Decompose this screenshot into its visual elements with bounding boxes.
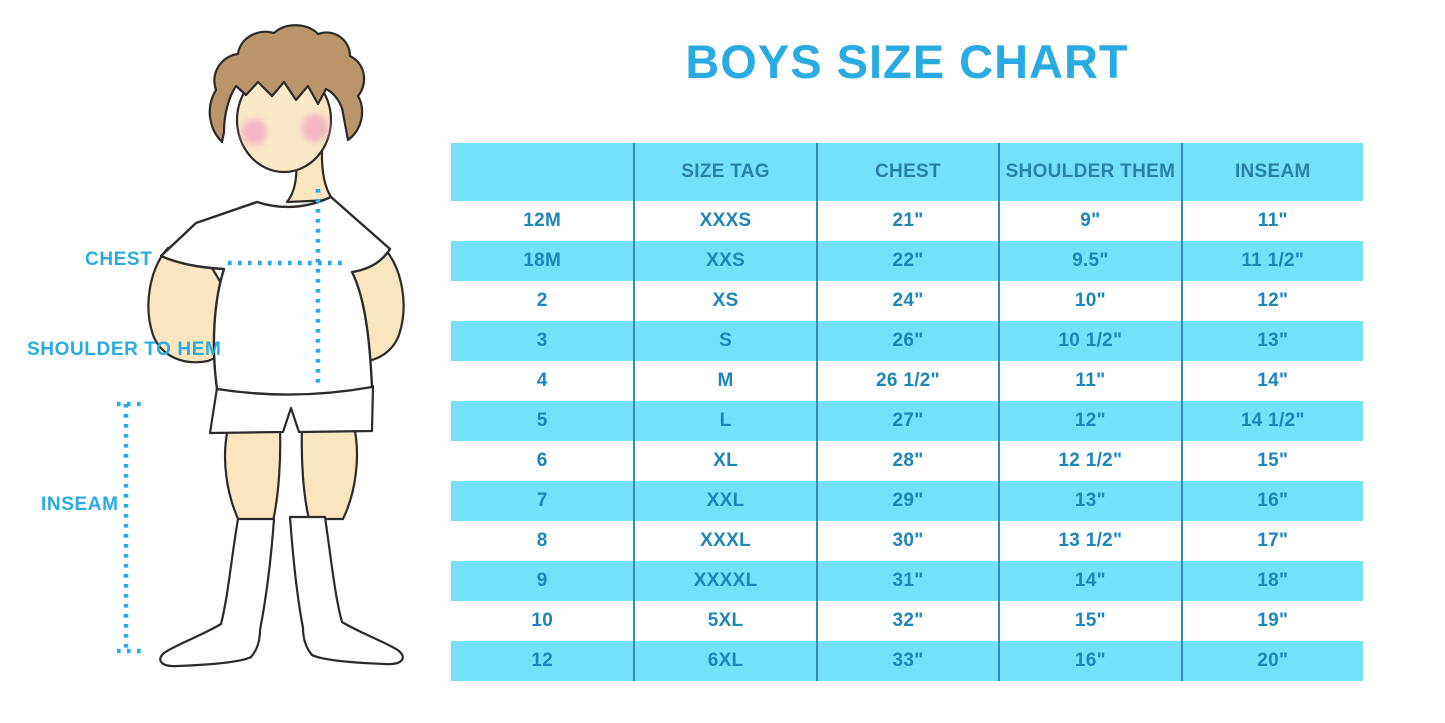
table-row-12: 12 6XL 33" 16" 20": [451, 641, 1363, 681]
inseam-label: INSEAM: [41, 494, 119, 515]
table-cell: 14 1/2": [1180, 401, 1363, 441]
table-cell: XXS: [633, 241, 815, 281]
table-cell: 30": [815, 521, 998, 561]
table-cell: 8: [536, 530, 548, 551]
table-cell: 33": [815, 641, 998, 681]
table-row-8: 8 XXXL 30" 13 1/2" 17": [451, 521, 1363, 561]
table-cell: 4: [536, 370, 548, 391]
table-cell: 13": [998, 481, 1180, 521]
table-cell: 20": [1180, 641, 1363, 681]
table-cell: 31": [815, 561, 998, 601]
table-cell: 15": [998, 601, 1180, 641]
header-cell-blank: [451, 143, 633, 201]
table-cell: 21": [815, 201, 998, 241]
page-title: BOYS SIZE CHART: [685, 35, 1129, 88]
legs: [223, 424, 359, 523]
table-row-3: 3 S 26" 10 1/2" 13": [451, 321, 1363, 361]
table-cell: 5XL: [633, 601, 815, 641]
table-cell: 10: [531, 610, 554, 631]
table-cell: 12": [998, 401, 1180, 441]
table-cell: 13 1/2": [998, 521, 1180, 561]
socks: [159, 515, 404, 668]
table-cell: 11 1/2": [1180, 241, 1363, 281]
table-cell: 24": [815, 281, 998, 321]
table-cell: 6: [536, 450, 548, 471]
header-cell-inseam: INSEAM: [1180, 143, 1363, 201]
table-cell: 12": [1180, 281, 1363, 321]
table-cell: 13": [1180, 321, 1363, 361]
table-row-12m: 12M XXXS 21" 9" 11": [451, 201, 1363, 241]
blush-right: [301, 114, 329, 142]
table-cell: 15": [1180, 441, 1363, 481]
table-cell: 14": [1180, 361, 1363, 401]
boy-measurement-diagram: [117, 24, 405, 668]
table-cell: M: [633, 361, 815, 401]
table-cell: 19": [1180, 601, 1363, 641]
table-row-18m: 18M XXS 22" 9.5" 11 1/2": [451, 241, 1363, 281]
header-cell-size-tag: SIZE TAG: [633, 143, 815, 201]
table-row-5: 5 L 27" 12" 14 1/2": [451, 401, 1363, 441]
shoulder-to-hem-label: SHOULDER TO HEM: [27, 339, 222, 360]
table-cell: 26 1/2": [815, 361, 998, 401]
table-row-2: 2 XS 24" 10" 12": [451, 281, 1363, 321]
table-cell: 32": [815, 601, 998, 641]
hair: [208, 24, 366, 144]
table-cell: 2: [536, 290, 548, 311]
table-cell: 29": [815, 481, 998, 521]
table-cell: 14": [998, 561, 1180, 601]
table-cell: 9": [998, 201, 1180, 241]
t-shirt: [159, 195, 392, 396]
table-cell: 6XL: [633, 641, 815, 681]
table-cell: XXXXL: [633, 561, 815, 601]
table-cell: S: [633, 321, 815, 361]
table-cell: XXXL: [633, 521, 815, 561]
table-cell: 16": [1180, 481, 1363, 521]
table-cell: 12: [531, 650, 554, 671]
table-row-6: 6 XL 28" 12 1/2" 15": [451, 441, 1363, 481]
table-cell: 22": [815, 241, 998, 281]
table-cell: 11": [1180, 201, 1363, 241]
table-row-7: 7 XXL 29" 13" 16": [451, 481, 1363, 521]
table-cell: 18": [1180, 561, 1363, 601]
table-body: 12M XXXS 21" 9" 11" 18M XXS 22" 9.5" 11 1/2" 2 XS 24…: [451, 201, 1363, 681]
table-cell: XXXS: [633, 201, 815, 241]
table-cell: 12 1/2": [998, 441, 1180, 481]
table-cell: L: [633, 401, 815, 441]
table-row-4: 4 M 26 1/2" 11" 14": [451, 361, 1363, 401]
table-row-10: 10 5XL 32" 15" 19": [451, 601, 1363, 641]
table-cell: 10": [998, 281, 1180, 321]
table-cell: 9: [536, 570, 548, 591]
table-cell: 28": [815, 441, 998, 481]
table-cell: 3: [536, 330, 548, 351]
chest-label: CHEST: [85, 249, 153, 270]
table-cell: 11": [998, 361, 1180, 401]
table-cell: 12M: [523, 210, 562, 231]
table-cell: 5: [536, 410, 548, 431]
table-cell: XL: [633, 441, 815, 481]
blush-left: [241, 119, 267, 145]
table-cell: 7: [536, 490, 548, 511]
table-cell: 17": [1180, 521, 1363, 561]
header-cell-shoulder-them: SHOULDER THEM: [998, 143, 1180, 201]
table-cell: 9.5": [998, 241, 1180, 281]
table-cell: 26": [815, 321, 998, 361]
table-cell: XS: [633, 281, 815, 321]
table-header-row: SIZE TAG CHEST SHOULDER THEM INSEAM: [451, 143, 1363, 201]
table-cell: 18M: [523, 250, 562, 271]
size-chart-table: SIZE TAG CHEST SHOULDER THEM INSEAM 12M XXXS…: [451, 143, 1363, 681]
table-cell: 27": [815, 401, 998, 441]
table-cell: 10 1/2": [998, 321, 1180, 361]
header-cell-chest: CHEST: [815, 143, 998, 201]
table-cell: 16": [998, 641, 1180, 681]
table-row-9: 9 XXXXL 31" 14" 18": [451, 561, 1363, 601]
table-cell: XXL: [633, 481, 815, 521]
